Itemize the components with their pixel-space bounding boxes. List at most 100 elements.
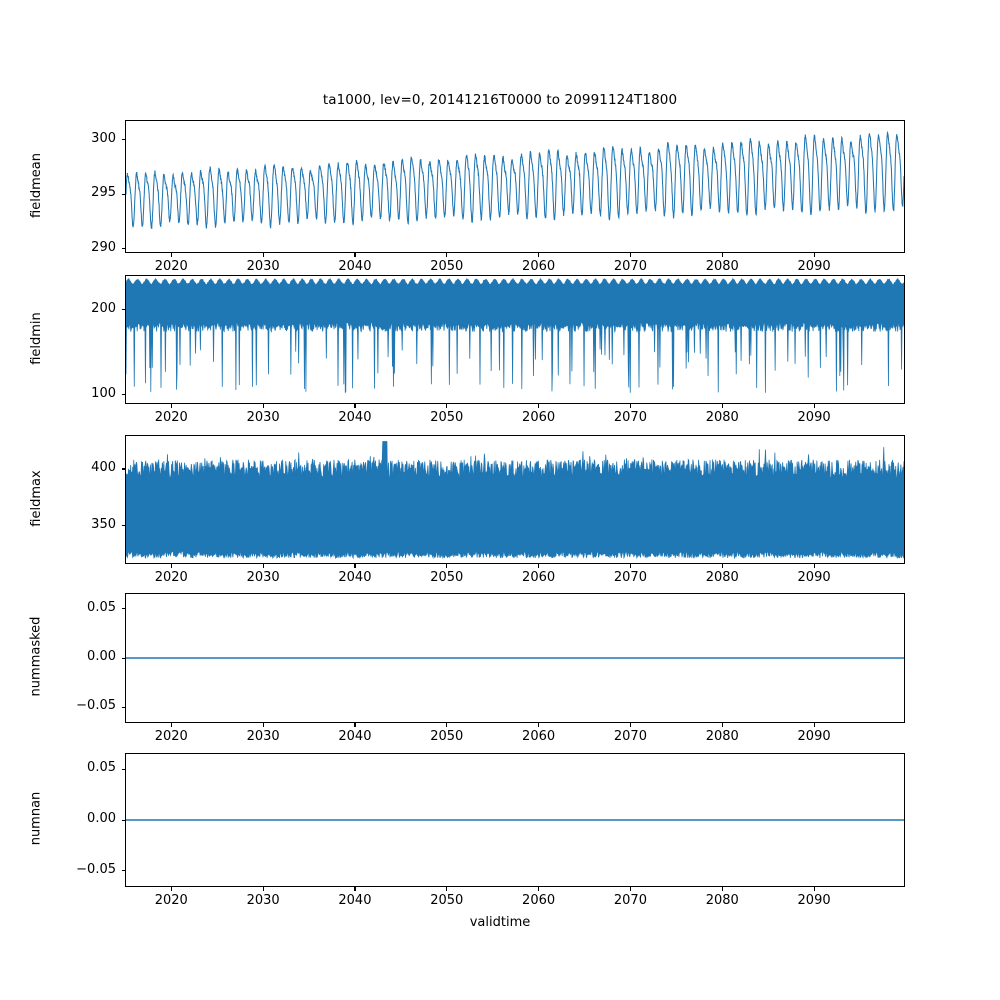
x-tick-mark <box>721 887 723 891</box>
x-tick-label: 2090 <box>797 570 831 585</box>
x-tick-label: 2050 <box>430 893 464 908</box>
x-tick-mark <box>262 564 264 568</box>
y-axis-label-fieldmin: fieldmin <box>28 311 44 365</box>
x-tick-label: 2050 <box>430 570 464 585</box>
x-tick-label: 2040 <box>338 893 372 908</box>
x-tick-label: 2070 <box>613 729 647 744</box>
y-tick-mark <box>121 525 125 527</box>
x-tick-mark <box>170 887 172 891</box>
x-tick-label: 2060 <box>522 570 556 585</box>
y-tick-label: 400 <box>91 459 116 475</box>
x-tick-label: 2040 <box>338 729 372 744</box>
y-tick-label: 350 <box>91 516 116 532</box>
y-tick-label: 100 <box>91 385 116 401</box>
series-fieldmax <box>126 441 904 560</box>
x-tick-mark <box>813 887 815 891</box>
x-tick-mark <box>262 723 264 727</box>
x-tick-label: 2070 <box>613 570 647 585</box>
x-tick-mark <box>721 253 723 257</box>
y-tick-label: 290 <box>91 239 116 255</box>
y-tick-label: 0.00 <box>87 811 116 826</box>
x-tick-mark <box>446 253 448 257</box>
y-axis-label-fieldmax: fieldmax <box>28 469 44 527</box>
x-tick-label: 2020 <box>154 893 188 908</box>
y-tick-mark <box>121 468 125 470</box>
x-tick-label: 2020 <box>154 259 188 274</box>
x-tick-label: 2090 <box>797 729 831 744</box>
plot-area-nummasked <box>125 593 905 723</box>
x-tick-mark <box>538 404 540 408</box>
plot-area-fieldmax <box>125 435 905 564</box>
x-tick-label: 2080 <box>705 893 739 908</box>
x-tick-mark <box>629 253 632 257</box>
x-tick-label: 2090 <box>797 893 831 908</box>
x-tick-mark <box>629 404 632 408</box>
plot-area-fieldmean <box>125 120 905 253</box>
x-tick-mark <box>629 723 632 727</box>
y-axis-label-fieldmean: fieldmean <box>28 152 44 218</box>
x-tick-mark <box>629 887 632 891</box>
y-tick-label: 0.05 <box>87 760 116 776</box>
x-tick-label: 2060 <box>522 410 556 425</box>
x-axis-label: validtime <box>469 915 531 930</box>
y-tick-label: 0.05 <box>87 599 116 615</box>
x-tick-label: 2060 <box>522 729 556 744</box>
x-tick-mark <box>538 723 540 727</box>
x-tick-mark <box>170 253 172 257</box>
series-fieldmean <box>126 130 904 230</box>
y-tick-mark <box>121 706 125 708</box>
x-tick-mark <box>262 887 264 891</box>
x-tick-label: 2080 <box>705 259 739 274</box>
x-tick-mark <box>721 564 723 568</box>
x-tick-label: 2070 <box>613 410 647 425</box>
x-tick-label: 2030 <box>246 410 280 425</box>
x-tick-label: 2040 <box>338 410 372 425</box>
x-tick-label: 2080 <box>705 410 739 425</box>
x-tick-label: 2020 <box>154 729 188 744</box>
x-tick-label: 2030 <box>246 893 280 908</box>
x-tick-label: 2090 <box>797 259 831 274</box>
x-tick-mark <box>538 887 540 891</box>
y-tick-mark <box>121 309 125 311</box>
y-tick-mark <box>121 657 125 659</box>
x-tick-label: 2090 <box>797 410 831 425</box>
x-tick-mark <box>538 253 540 257</box>
x-tick-mark <box>262 253 264 257</box>
x-tick-label: 2030 <box>246 259 280 274</box>
y-tick-mark <box>121 139 125 141</box>
y-tick-mark <box>121 394 125 396</box>
subplot-fieldmax <box>125 435 905 564</box>
series-fieldmin <box>126 277 904 394</box>
x-tick-mark <box>446 723 448 727</box>
subplot-nummasked <box>125 593 905 723</box>
x-tick-label: 2070 <box>613 259 647 274</box>
x-tick-mark <box>354 253 356 257</box>
y-tick-mark <box>121 608 125 610</box>
x-tick-mark <box>813 564 815 568</box>
y-axis-label-numnan: numnan <box>28 791 44 846</box>
x-tick-mark <box>813 253 815 257</box>
x-tick-mark <box>354 404 356 408</box>
x-tick-mark <box>262 404 264 408</box>
x-tick-label: 2020 <box>154 570 188 585</box>
plot-area-fieldmin <box>125 275 905 404</box>
x-tick-mark <box>354 564 356 568</box>
plot-area-numnan <box>125 753 905 887</box>
y-tick-label: 300 <box>91 130 116 146</box>
x-tick-label: 2050 <box>430 729 464 744</box>
x-tick-label: 2080 <box>705 570 739 585</box>
y-tick-label: 200 <box>91 300 116 316</box>
x-tick-label: 2060 <box>522 893 556 908</box>
x-tick-mark <box>813 723 815 727</box>
x-tick-mark <box>446 404 448 408</box>
x-tick-mark <box>354 723 356 727</box>
x-tick-label: 2030 <box>246 729 280 744</box>
subplot-fieldmin <box>125 275 905 404</box>
x-tick-mark <box>721 723 723 727</box>
x-tick-mark <box>446 564 448 568</box>
x-tick-label: 2050 <box>430 410 464 425</box>
y-tick-label: −0.05 <box>76 861 116 877</box>
x-tick-mark <box>629 564 632 568</box>
subplot-fieldmean <box>125 120 905 253</box>
